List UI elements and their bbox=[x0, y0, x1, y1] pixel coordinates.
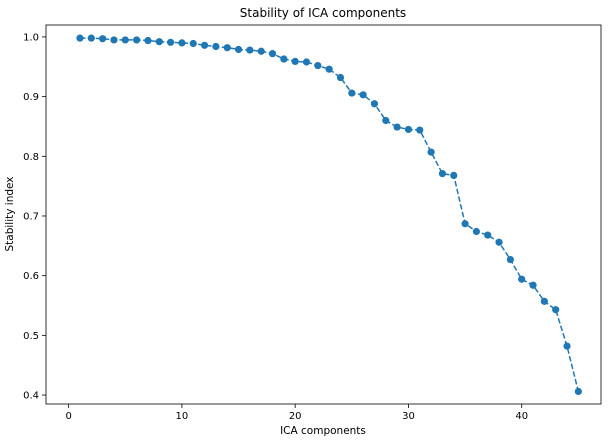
x-tick-label: 40 bbox=[515, 411, 528, 422]
x-tick-label: 10 bbox=[176, 411, 189, 422]
data-point bbox=[246, 46, 254, 54]
y-axis-title: Stability index bbox=[4, 176, 16, 251]
data-point bbox=[427, 148, 435, 156]
series-path bbox=[79, 37, 580, 392]
data-point bbox=[359, 91, 367, 99]
data-point bbox=[280, 55, 288, 63]
data-point bbox=[563, 342, 571, 350]
data-point bbox=[574, 387, 582, 396]
data-point bbox=[99, 35, 107, 43]
x-axis-title: ICA components bbox=[280, 425, 366, 437]
data-point bbox=[144, 36, 152, 45]
data-point bbox=[540, 297, 548, 305]
plot-area bbox=[45, 24, 602, 405]
data-point bbox=[314, 61, 322, 70]
data-point bbox=[166, 38, 175, 46]
y-tick-label: 0.5 bbox=[23, 331, 39, 342]
data-point bbox=[87, 34, 95, 42]
data-point bbox=[461, 220, 469, 228]
data-point bbox=[189, 39, 197, 48]
data-point bbox=[404, 125, 413, 134]
data-point bbox=[178, 39, 186, 47]
data-point bbox=[370, 100, 379, 108]
series-line bbox=[76, 34, 582, 396]
data-point bbox=[76, 34, 84, 42]
data-point bbox=[268, 50, 277, 58]
data-point bbox=[234, 45, 243, 54]
data-point bbox=[110, 36, 118, 44]
data-point bbox=[121, 36, 129, 44]
data-point bbox=[472, 227, 481, 236]
plot-frame bbox=[45, 24, 602, 405]
y-tick-label: 0.4 bbox=[23, 391, 39, 402]
y-axis: 0.4 0.5 0.6 0.7 0.8 0.9 1.0 bbox=[23, 32, 46, 402]
data-point bbox=[302, 58, 311, 66]
data-point bbox=[438, 170, 447, 178]
data-point bbox=[223, 44, 231, 52]
data-point bbox=[200, 41, 209, 49]
data-point bbox=[529, 281, 537, 289]
data-point bbox=[416, 126, 424, 134]
y-tick-label: 0.6 bbox=[23, 271, 39, 282]
y-tick-label: 0.7 bbox=[23, 211, 39, 222]
data-point bbox=[325, 65, 333, 73]
data-point bbox=[552, 306, 560, 314]
data-point bbox=[348, 89, 356, 97]
data-point bbox=[133, 36, 141, 44]
x-tick-label: 30 bbox=[402, 411, 415, 422]
data-point bbox=[257, 47, 265, 55]
data-point bbox=[495, 238, 503, 246]
x-tick-label: 20 bbox=[289, 411, 302, 422]
data-point bbox=[450, 171, 458, 180]
data-point bbox=[393, 123, 401, 131]
data-point bbox=[484, 231, 492, 239]
data-point bbox=[506, 255, 514, 264]
data-point bbox=[212, 42, 220, 51]
data-point bbox=[336, 73, 345, 82]
data-point bbox=[291, 57, 299, 66]
y-tick-label: 0.9 bbox=[23, 92, 39, 103]
x-tick-label: 0 bbox=[65, 411, 71, 422]
y-tick-label: 1.0 bbox=[23, 32, 39, 43]
y-tick-label: 0.8 bbox=[23, 152, 39, 163]
data-point bbox=[155, 38, 163, 46]
chart-title: Stability of ICA components bbox=[240, 6, 406, 20]
x-axis: 0 10 20 30 40 bbox=[65, 404, 528, 422]
data-point bbox=[382, 116, 390, 125]
data-point bbox=[518, 275, 526, 283]
